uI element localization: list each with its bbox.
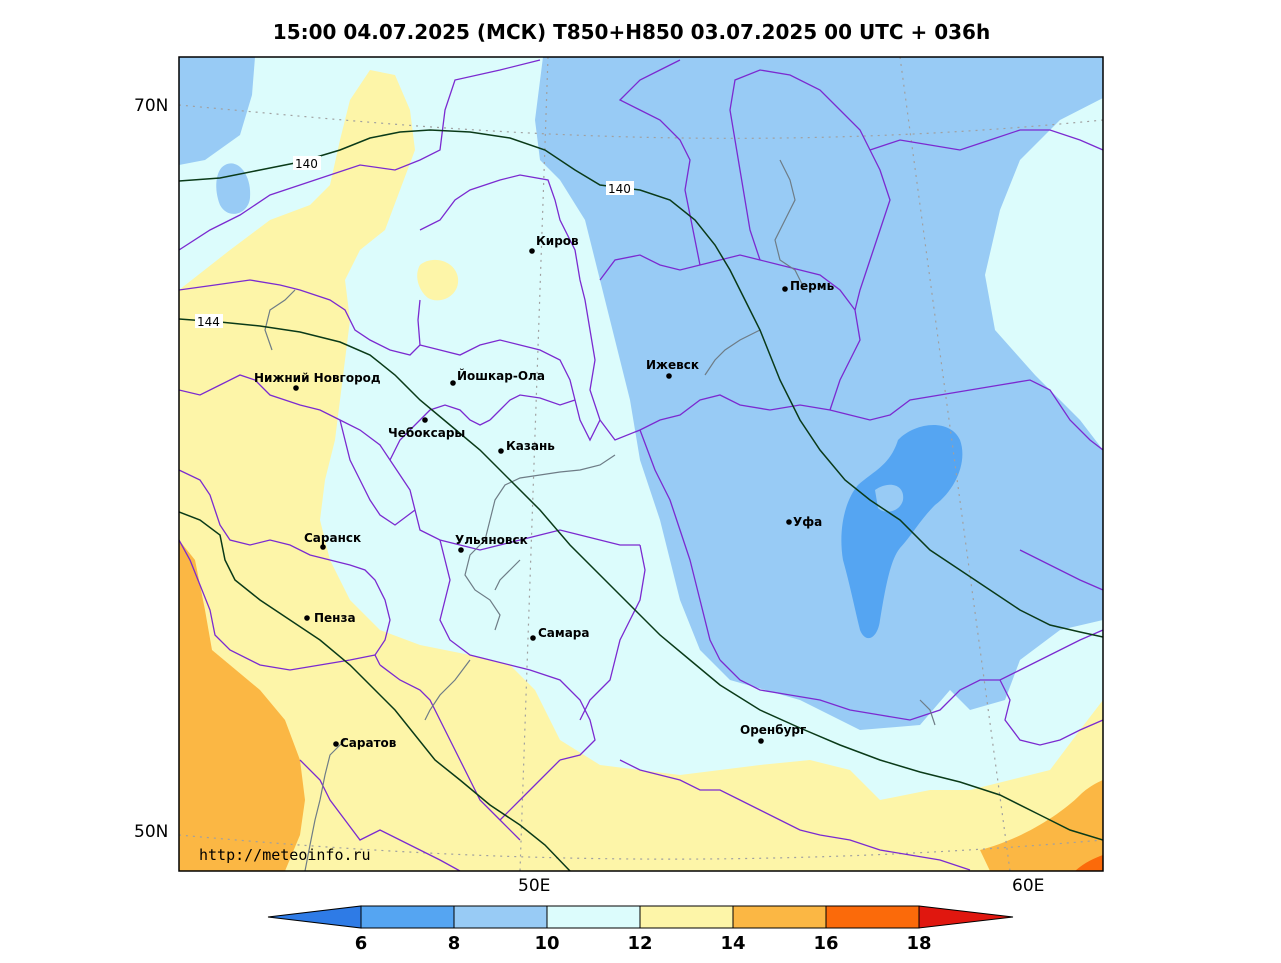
city-marker <box>422 417 428 423</box>
contour-label-bg <box>195 314 223 328</box>
field-12-14-blob <box>417 259 459 301</box>
colorbar-8-10 <box>453 905 548 929</box>
lat-label-70n: 70N <box>134 96 169 116</box>
watermark-url: http://meteoinfo.ru <box>199 846 371 864</box>
city-label-saratov: Саратов <box>340 736 397 750</box>
field-8-10-east <box>535 57 1103 730</box>
city-marker <box>666 373 672 379</box>
region-boundaries <box>179 59 1103 871</box>
map-title: 15:00 04.07.2025 (МСК) T850+H850 03.07.2… <box>272 20 991 44</box>
city-marker <box>786 519 792 525</box>
colorbar-6-8 <box>360 905 455 929</box>
colorbar-tick: 6 <box>355 933 368 954</box>
city-marker <box>333 741 339 747</box>
contour-label: 140 <box>608 182 631 196</box>
colorbar-tick: 10 <box>534 933 559 954</box>
graticule-50e <box>519 57 549 871</box>
colorbar-12-14 <box>639 905 734 929</box>
colorbar-tick: 8 <box>448 933 461 954</box>
field-8-10-northwest <box>179 57 255 165</box>
colorbar-tick: 18 <box>906 933 931 954</box>
city-marker <box>530 635 536 641</box>
city-marker <box>458 547 464 553</box>
city-marker <box>758 738 764 744</box>
field-8-10-notch <box>875 484 904 512</box>
city-label-orenburg: Оренбург <box>740 723 806 737</box>
field-16-18-southeast <box>1075 855 1103 871</box>
field-6-8-ufa <box>841 424 963 639</box>
contour-label-bg <box>606 181 634 195</box>
isohypse-148 <box>179 511 571 871</box>
colorbar-14-16 <box>732 905 827 929</box>
city-label-nizhny-novgorod: Нижний Новгород <box>254 371 381 385</box>
city-marker <box>293 385 299 391</box>
field-8-10-blob-west <box>216 163 251 214</box>
city-marker <box>450 380 456 386</box>
city-marker <box>304 615 310 621</box>
city-label-yoshkar-ola: Йошкар-Ола <box>457 368 545 383</box>
colorbar-lt6 <box>267 905 362 929</box>
city-marker <box>498 448 504 454</box>
city-label-izhevsk: Ижевск <box>646 358 699 372</box>
temperature-field <box>179 57 1103 871</box>
contour-labels: 140 140 144 <box>195 156 634 329</box>
colorbar-tick: 12 <box>627 933 652 954</box>
colorbar-tick: 14 <box>720 933 745 954</box>
city-label-kazan: Казань <box>506 439 555 453</box>
graticule-50n <box>179 834 1103 860</box>
isohypse-144 <box>179 318 1103 841</box>
isohypses <box>179 129 1103 871</box>
city-label-cheboksary: Чебоксары <box>388 426 465 440</box>
colorbar: 6 8 10 12 14 16 18 <box>267 905 1014 954</box>
cities: Киров Пермь Нижний Новгород Йошкар-Ола И… <box>254 234 835 750</box>
colorbar-tick: 16 <box>813 933 838 954</box>
city-label-perm: Пермь <box>790 279 835 293</box>
contour-label: 140 <box>295 157 318 171</box>
colorbar-gt18 <box>918 905 1014 929</box>
field-14-16-southwest <box>179 540 305 871</box>
city-marker <box>320 544 326 550</box>
contour-label-bg <box>293 156 321 170</box>
city-marker <box>529 248 535 254</box>
lon-label-60e: 60E <box>1012 876 1045 896</box>
contour-label: 144 <box>197 315 220 329</box>
city-marker <box>782 286 788 292</box>
graticule <box>179 57 1103 871</box>
city-label-penza: Пенза <box>314 611 356 625</box>
isohypse-140 <box>179 129 1103 638</box>
colorbar-10-12 <box>546 905 641 929</box>
lat-label-50n: 50N <box>134 822 169 842</box>
city-label-ulyanovsk: Ульяновск <box>455 533 528 547</box>
field-14-16-southeast <box>980 780 1103 871</box>
city-label-saransk: Саранск <box>304 531 361 545</box>
rivers <box>264 159 936 871</box>
lon-label-50e: 50E <box>518 876 551 896</box>
city-label-ufa: Уфа <box>793 515 822 529</box>
city-label-kirov: Киров <box>536 234 579 248</box>
field-12-14 <box>179 70 1103 871</box>
city-label-samara: Самара <box>538 626 590 640</box>
graticule-70n <box>179 104 1103 139</box>
map-frame <box>178 56 1104 872</box>
colorbar-16-18 <box>825 905 920 929</box>
